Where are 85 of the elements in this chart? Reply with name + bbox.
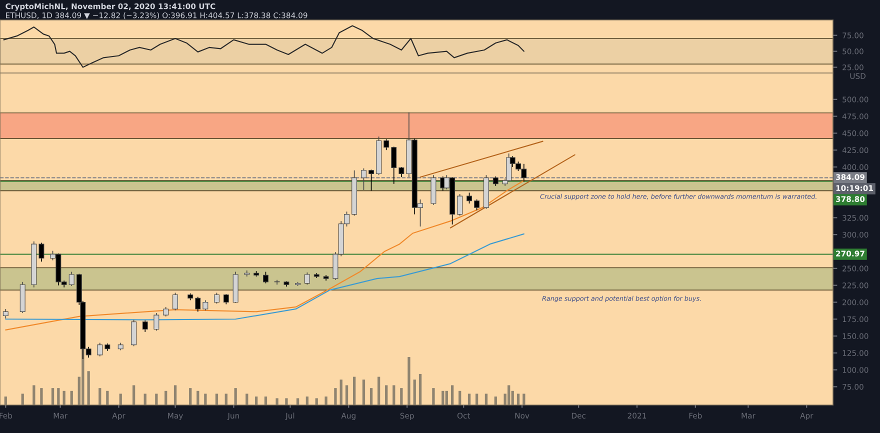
candlestick (474, 199, 480, 211)
candlestick (97, 342, 103, 357)
candlestick (492, 176, 498, 186)
bar (334, 388, 337, 405)
bar (21, 394, 24, 405)
bar (119, 394, 122, 405)
bar (70, 390, 73, 405)
bar (370, 388, 373, 405)
bar (204, 394, 207, 405)
bar (494, 396, 497, 405)
bar (224, 394, 228, 405)
bar (62, 390, 66, 405)
bar (51, 388, 54, 405)
bar (57, 388, 60, 405)
bar (458, 390, 462, 405)
candlestick (391, 146, 397, 184)
candlestick (457, 194, 463, 216)
bar (315, 398, 318, 405)
candlestick (142, 320, 148, 332)
candlestick (214, 292, 220, 304)
bar (132, 385, 136, 405)
candlestick (163, 306, 169, 317)
bar (155, 394, 158, 405)
bar (352, 376, 356, 405)
bar (345, 385, 348, 405)
bar (385, 385, 388, 405)
bar (87, 371, 90, 405)
candlestick (68, 271, 74, 286)
bar (32, 385, 36, 405)
bar (324, 396, 328, 405)
candlestick (304, 272, 310, 286)
bar (516, 394, 520, 405)
bar (174, 385, 177, 405)
candlestick (384, 138, 390, 151)
candlestick (361, 168, 366, 190)
bar (40, 388, 43, 405)
line-series (5, 233, 524, 320)
bar (468, 394, 471, 405)
bar (418, 374, 422, 405)
bar (408, 357, 410, 405)
bar (234, 388, 237, 405)
candlestick (466, 192, 472, 204)
bar (144, 394, 146, 405)
candlestick (131, 319, 137, 347)
candlestick (154, 312, 160, 332)
bar (484, 394, 488, 405)
candlestick (172, 292, 178, 311)
bar (254, 396, 258, 405)
bar (189, 388, 192, 405)
bar (362, 380, 366, 405)
bar (285, 398, 288, 405)
bar (522, 394, 526, 405)
candlestick (223, 294, 229, 305)
bar (400, 388, 403, 405)
bar (264, 396, 268, 405)
bar (413, 380, 416, 405)
bar (246, 394, 248, 405)
bar (296, 398, 300, 405)
candlestick (195, 296, 201, 312)
bar (392, 385, 396, 405)
candlestick (506, 153, 512, 182)
bar (276, 398, 278, 405)
candlestick (398, 166, 404, 178)
bar (450, 385, 454, 405)
bar (306, 396, 309, 405)
candlestick (368, 169, 374, 192)
bar (508, 385, 510, 405)
line-series (3, 25, 524, 68)
line-series (5, 180, 524, 330)
candlestick (38, 242, 44, 262)
candlestick (202, 300, 208, 311)
bar (377, 376, 380, 405)
bar (432, 388, 435, 405)
bar (164, 390, 168, 405)
bar (98, 388, 102, 405)
bar (4, 396, 7, 405)
bar (340, 380, 342, 405)
candlestick (2, 308, 8, 319)
bar (215, 394, 218, 405)
bar (196, 390, 200, 405)
bar (442, 390, 444, 405)
candlestick (263, 271, 268, 284)
bar (445, 390, 448, 405)
bar (106, 390, 109, 405)
bar (475, 394, 478, 405)
